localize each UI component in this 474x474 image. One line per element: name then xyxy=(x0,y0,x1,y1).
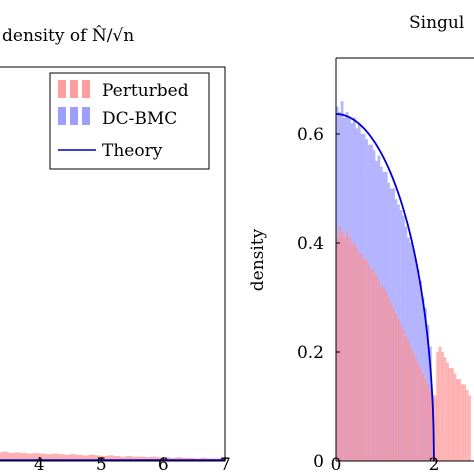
right-perturbed-bar xyxy=(397,319,400,462)
right-plot-frame xyxy=(335,57,474,462)
right-y-tick-label: 0.6 xyxy=(297,125,324,145)
right-perturbed-bar xyxy=(375,275,378,462)
right-perturbed-bar xyxy=(399,324,403,462)
right-perturbed-bar xyxy=(426,384,430,462)
legend-label-dc-bmc: DC-BMC xyxy=(102,109,177,129)
left-chart-title: density of N̂/√n xyxy=(2,26,134,46)
right-perturbed-bar xyxy=(394,313,398,462)
right-perturbed-bar xyxy=(465,389,469,462)
right-perturbed-bar xyxy=(443,357,447,462)
right-perturbed-bar xyxy=(382,286,386,462)
right-perturbed-bar xyxy=(401,330,405,462)
right-x-tick-label: 2 xyxy=(429,455,440,474)
right-perturbed-bar xyxy=(377,280,381,462)
right-perturbed-bar xyxy=(460,384,464,462)
right-chart-title: Singul xyxy=(409,13,464,33)
left-x-tick-label: 7 xyxy=(220,455,231,474)
legend: Perturbed DC-BMC Theory xyxy=(49,72,210,170)
right-y-tick-label: 0.2 xyxy=(297,343,324,363)
right-perturbed-bar xyxy=(441,351,444,462)
right-perturbed-bar xyxy=(436,351,440,462)
legend-swatch-perturbed xyxy=(58,80,90,98)
right-perturbed-bar xyxy=(446,362,449,462)
right-perturbed-bar xyxy=(416,362,420,462)
right-perturbed-bar xyxy=(362,259,366,462)
right-perturbed-bar xyxy=(387,297,391,462)
right-perturbed-bar xyxy=(455,379,459,462)
left-x-tick-label: 5 xyxy=(96,455,107,474)
right-theory-curve xyxy=(336,113,435,462)
right-y-axis-label: density xyxy=(248,228,268,291)
right-y-tick-label: 0.4 xyxy=(297,234,324,254)
left-x-tick-label: 6 xyxy=(158,455,169,474)
left-plot-frame xyxy=(0,66,226,462)
right-y-tick-label: 0 xyxy=(313,452,324,472)
right-perturbed-bar xyxy=(348,237,351,462)
left-x-tick-label: 4 xyxy=(34,455,45,474)
legend-label-perturbed: Perturbed xyxy=(102,81,189,101)
right-perturbed-bar xyxy=(424,379,427,462)
right-y-axis: 0 0.2 0.4 0.6 xyxy=(297,125,340,472)
right-perturbed-bar xyxy=(367,264,371,462)
right-perturbed-bar xyxy=(372,270,376,462)
right-perturbed-bar xyxy=(409,346,413,462)
right-perturbed-bar xyxy=(384,291,388,462)
right-perturbed-bar xyxy=(370,270,373,462)
right-perturbed-bar xyxy=(392,308,395,462)
legend-label-theory: Theory xyxy=(102,141,163,161)
right-perturbed-bar xyxy=(411,351,415,462)
right-perturbed-bar xyxy=(357,253,361,462)
right-x-tick-label: 0 xyxy=(331,455,342,474)
legend-swatch-dc-bmc xyxy=(58,107,90,125)
right-perturbed-bar xyxy=(428,389,432,462)
right-perturbed-bar xyxy=(414,357,417,462)
right-perturbed-bar xyxy=(352,242,356,462)
right-perturbed-bar xyxy=(355,248,359,462)
right-perturbed-bar xyxy=(338,226,342,462)
right-perturbed-bar xyxy=(450,368,454,462)
right-perturbed-bar xyxy=(406,340,410,462)
right-perturbed-bar xyxy=(419,368,422,462)
right-perturbed-bar xyxy=(389,302,393,462)
left-panel: density of N̂/√n 4 5 6 7 Perturbed DC-BMC xyxy=(0,26,231,474)
right-perturbed-bar xyxy=(468,395,471,462)
left-x-axis: 4 5 6 7 xyxy=(34,455,231,474)
right-perturbed-bar xyxy=(421,373,425,462)
right-perturbed-bar xyxy=(360,253,364,462)
right-perturbed-bar xyxy=(379,286,383,462)
right-perturbed-bar xyxy=(458,379,462,462)
right-perturbed-bar xyxy=(350,242,354,462)
right-perturbed-bar xyxy=(365,259,368,462)
right-perturbed-bar xyxy=(343,237,346,462)
right-histogram xyxy=(336,101,471,462)
right-perturbed-bar xyxy=(463,384,466,462)
right-perturbed-bar xyxy=(453,373,457,462)
right-perturbed-bar xyxy=(448,368,452,462)
right-perturbed-bar xyxy=(404,335,408,462)
right-perturbed-bar xyxy=(340,231,344,462)
right-perturbed-bar xyxy=(345,231,349,462)
right-perturbed-bar xyxy=(438,346,442,462)
